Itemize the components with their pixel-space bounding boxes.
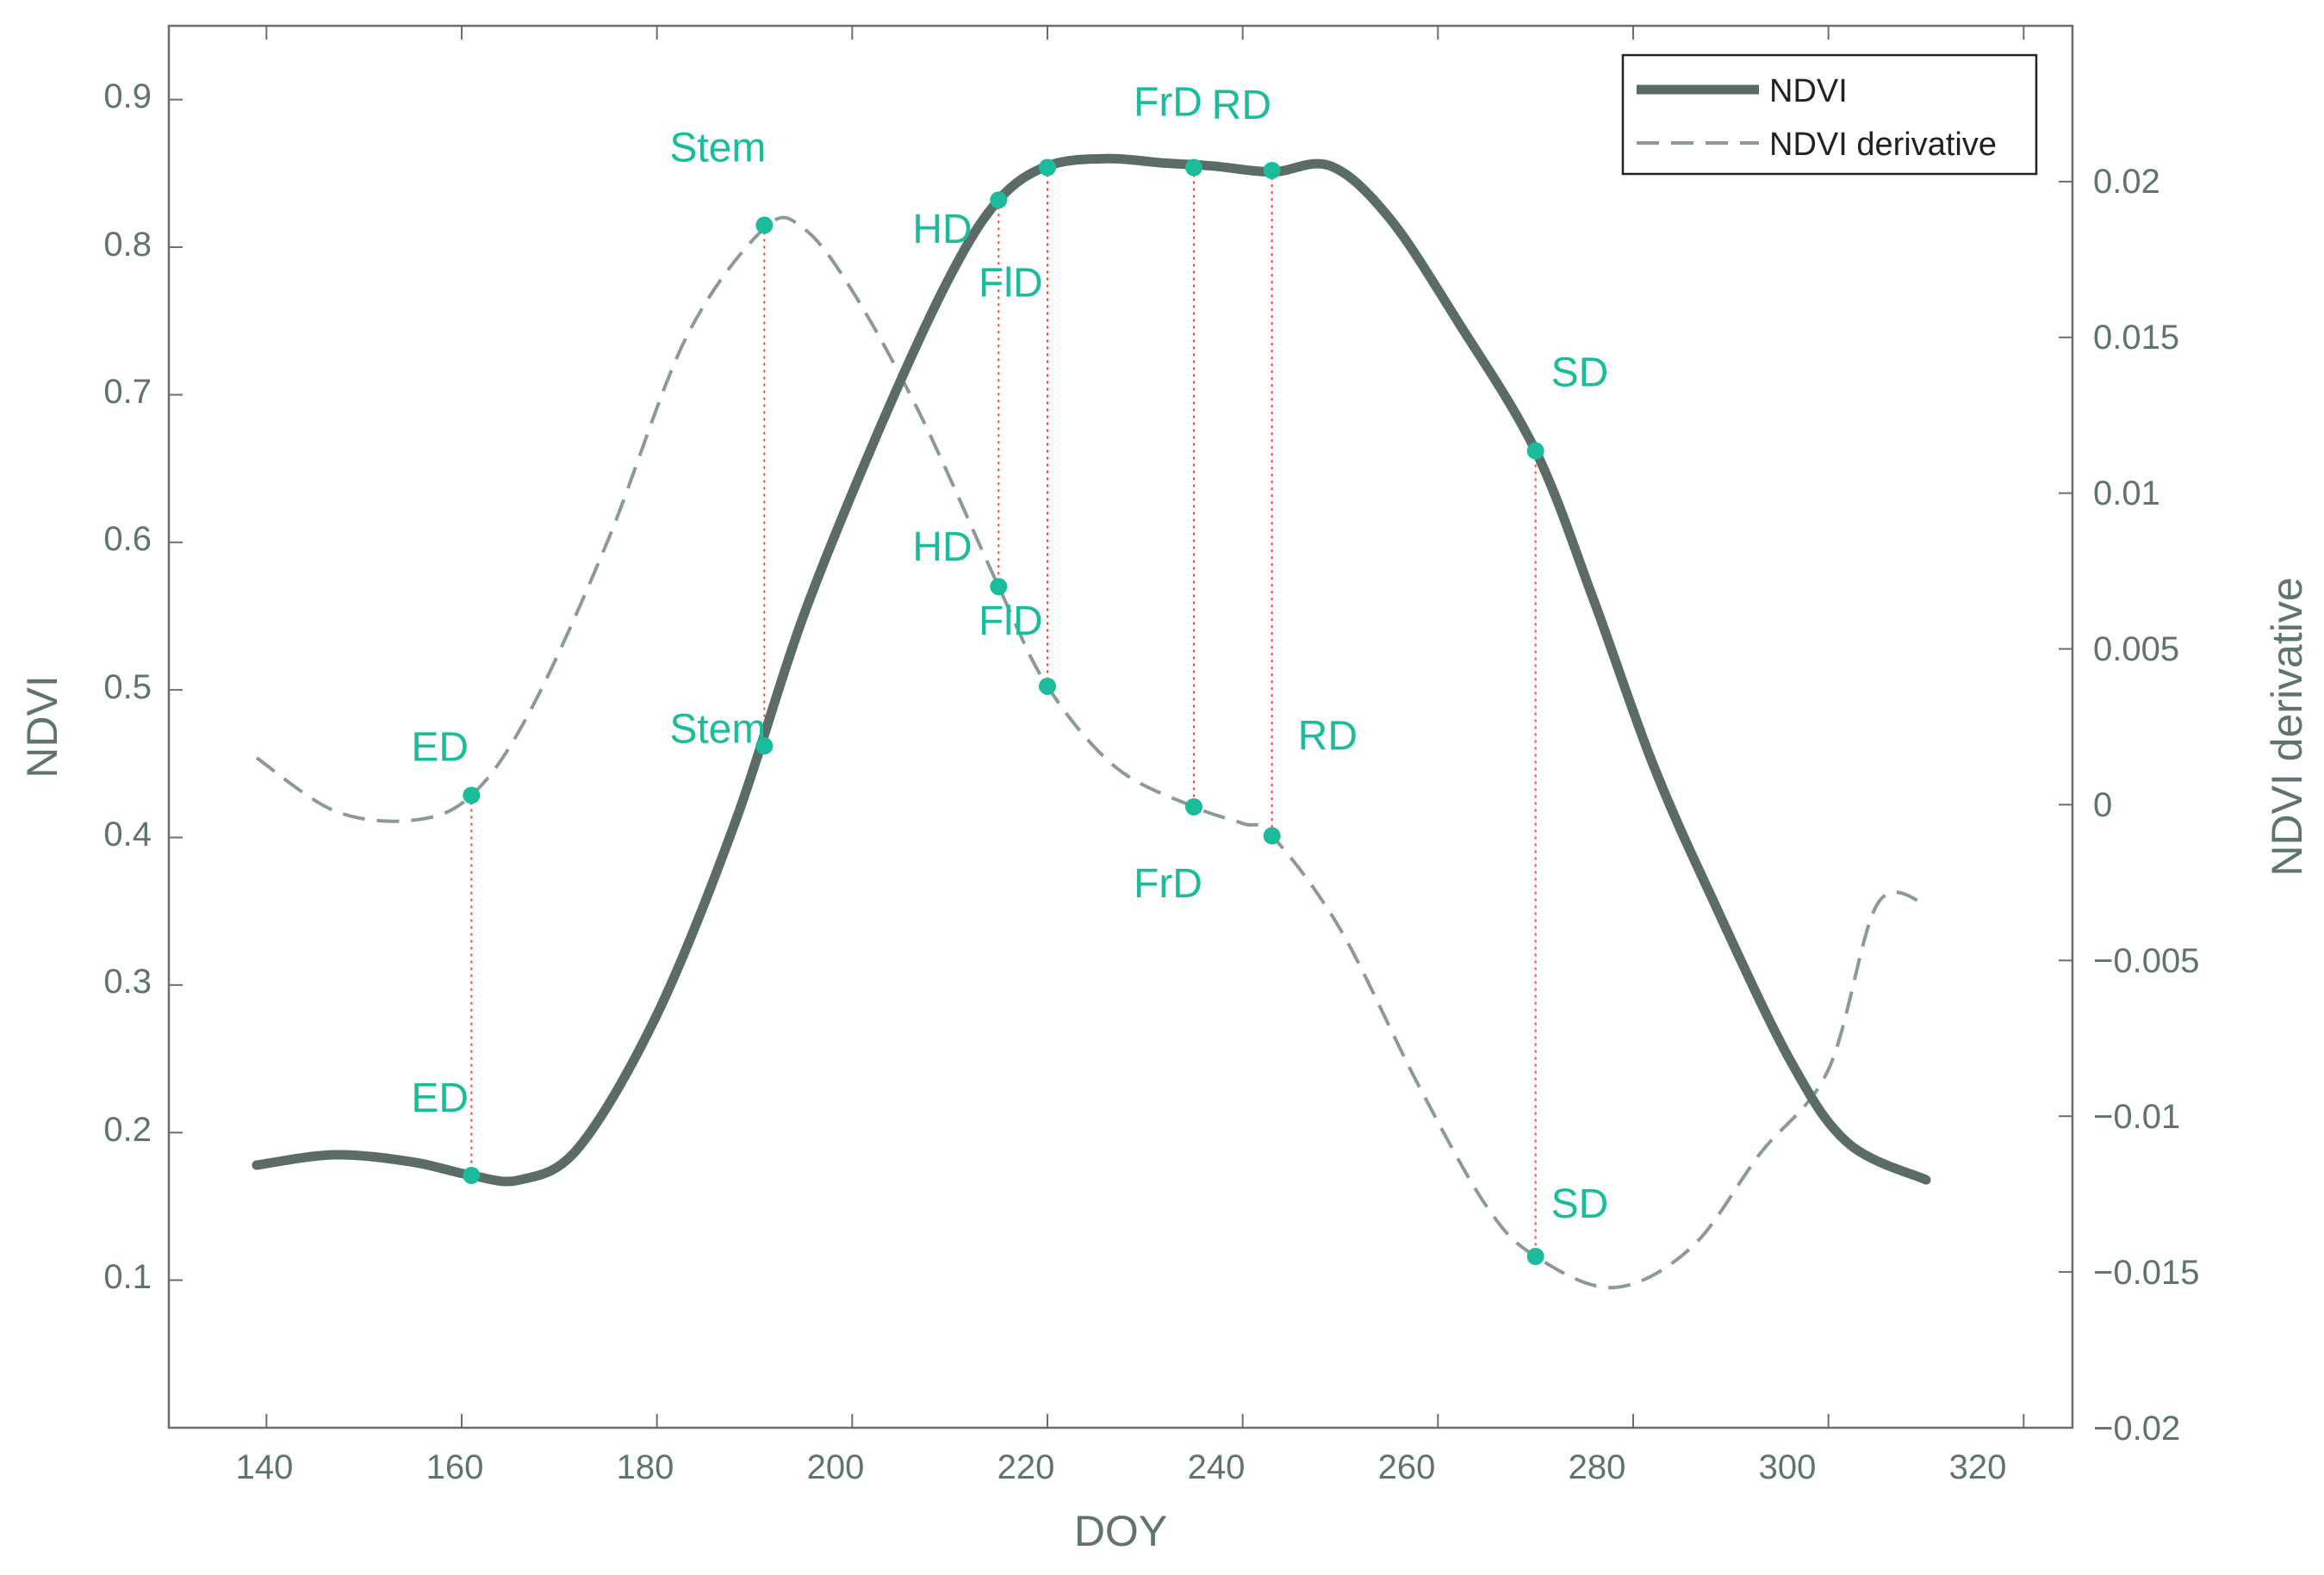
x-tick-label-180: 180 — [617, 1448, 674, 1486]
y-tick-label-0.3: 0.3 — [103, 963, 152, 1001]
stage-label-ndvi-RD: RD — [1212, 83, 1271, 128]
x-tick-label-280: 280 — [1569, 1448, 1626, 1486]
stage-point-derivative-Stem — [755, 216, 774, 234]
x-axis-title: DOY — [1074, 1507, 1167, 1555]
stage-label-ndvi-FrD: FrD — [1134, 80, 1202, 126]
y-tick-label-0.6: 0.6 — [103, 520, 152, 558]
stage-guide-lines — [470, 167, 1537, 1257]
y2-tick-label-neg0.005: −0.005 — [2093, 942, 2199, 980]
y2-tick-label-0.01: 0.01 — [2093, 474, 2160, 512]
stage-label-derivative-Stem: Stem — [669, 126, 766, 171]
y2-tick-label-neg0.015: −0.015 — [2093, 1254, 2199, 1292]
y2-tick-label-0: 0 — [2093, 786, 2112, 824]
y2-tick-label-0.015: 0.015 — [2093, 319, 2179, 357]
stage-label-ndvi-HD: HD — [912, 207, 972, 252]
y2-tick-label-0.02: 0.02 — [2093, 163, 2160, 201]
y2-axis-title: NDVI derivative — [2263, 577, 2311, 876]
x-tick-label-320: 320 — [1949, 1448, 2007, 1486]
legend-ndvi-label: NDVI — [1769, 73, 1848, 109]
x-tick-label-140: 140 — [236, 1448, 294, 1486]
axis-ticks — [169, 26, 2072, 1429]
y-tick-label-0.5: 0.5 — [103, 668, 152, 706]
y-tick-label-0.4: 0.4 — [103, 815, 152, 853]
stage-point-derivative-FrD — [1185, 797, 1202, 815]
x-tick-label-200: 200 — [807, 1448, 865, 1486]
stage-point-derivative-FlD — [1039, 677, 1056, 695]
stage-label-derivative-HD: HD — [912, 524, 972, 570]
y-tick-label-0.1: 0.1 — [103, 1258, 152, 1296]
y2-tick-label-neg0.02: −0.02 — [2093, 1410, 2180, 1448]
y-tick-label-0.9: 0.9 — [103, 78, 152, 115]
stage-point-ndvi-HD — [990, 191, 1008, 209]
stage-markers — [463, 158, 1544, 1266]
y-axis-title: NDVI — [18, 675, 66, 778]
x-tick-label-220: 220 — [997, 1448, 1055, 1486]
y-tick-label-0.2: 0.2 — [103, 1111, 152, 1149]
stage-point-ndvi-FlD — [1039, 158, 1056, 177]
stage-point-derivative-RD — [1263, 827, 1281, 845]
stage-label-derivative-RD: RD — [1298, 714, 1358, 760]
stage-point-ndvi-RD — [1263, 161, 1281, 179]
stage-point-ndvi-FrD — [1185, 158, 1202, 177]
legend-box — [1621, 53, 2038, 176]
stage-point-ndvi-SD — [1526, 442, 1544, 460]
x-tick-label-260: 260 — [1378, 1448, 1436, 1486]
legend-derivative-label: NDVI derivative — [1769, 127, 1997, 163]
stage-label-derivative-SD: SD — [1551, 1181, 1609, 1227]
ndvi-derivative-line — [255, 215, 1927, 1290]
stage-label-ndvi-ED: ED — [411, 1076, 469, 1121]
plot-area — [167, 24, 2074, 1429]
y2-tick-label-neg0.01: −0.01 — [2093, 1098, 2180, 1136]
x-tick-label-300: 300 — [1759, 1448, 1817, 1486]
stage-point-ndvi-Stem — [755, 737, 774, 755]
x-tick-label-240: 240 — [1188, 1448, 1246, 1486]
ndvi-line — [252, 153, 1931, 1187]
stage-label-ndvi-SD: SD — [1551, 350, 1609, 396]
stage-point-derivative-ED — [463, 786, 481, 804]
y2-tick-label-0.005: 0.005 — [2093, 630, 2179, 668]
legend: NDVI NDVI derivative — [1621, 53, 2038, 176]
stage-label-derivative-FrD: FrD — [1134, 861, 1202, 907]
stage-label-derivative-FlD: FlD — [979, 598, 1043, 644]
stage-label-ndvi-FlD: FlD — [979, 261, 1043, 307]
stage-point-ndvi-ED — [463, 1166, 481, 1184]
x-tick-label-160: 160 — [426, 1448, 484, 1486]
stage-point-derivative-SD — [1526, 1248, 1544, 1266]
stage-point-derivative-HD — [990, 578, 1008, 596]
stage-label-ndvi-Stem: Stem — [669, 706, 766, 752]
y-tick-label-0.7: 0.7 — [103, 373, 152, 411]
y-tick-label-0.8: 0.8 — [103, 226, 152, 264]
stage-label-derivative-ED: ED — [411, 725, 469, 771]
